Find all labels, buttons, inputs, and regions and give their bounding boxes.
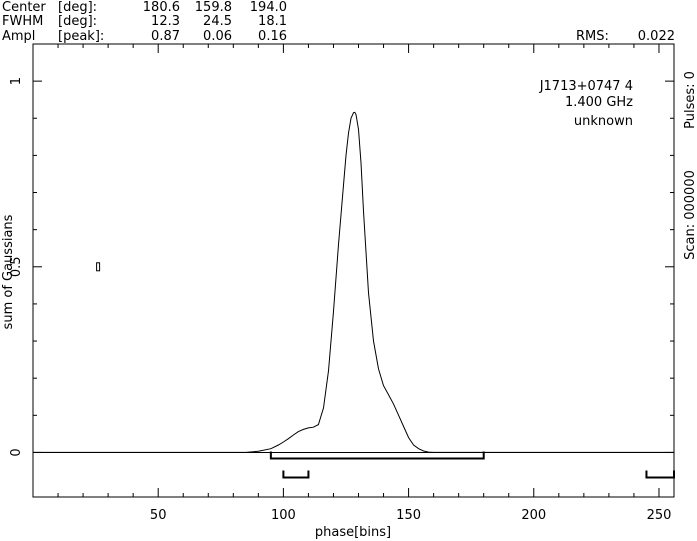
center-value-2: 159.8 bbox=[195, 0, 232, 15]
center-unit: [deg]: bbox=[58, 0, 97, 15]
scan-text: Scan: 000000 bbox=[683, 170, 697, 260]
component-brackets bbox=[269, 451, 675, 479]
rms-label: RMS: bbox=[576, 29, 609, 44]
fit-parameters-header: Center [deg]: 180.6 159.8 194.0 FWHM [de… bbox=[2, 0, 675, 44]
y-axis-title: sum of Gaussians bbox=[1, 214, 16, 329]
plot-frame bbox=[32, 43, 675, 498]
source-name: J1713+0747 4 bbox=[539, 79, 633, 94]
ampl-value-3: 0.16 bbox=[258, 29, 287, 44]
fwhm-value-2: 24.5 bbox=[203, 14, 232, 29]
source-telescope: unknown bbox=[574, 114, 633, 129]
x-tick-label: 150 bbox=[396, 508, 421, 523]
y-tick-label: 1 bbox=[9, 77, 24, 85]
ampl-label: Ampl bbox=[2, 29, 35, 44]
component-bracket bbox=[282, 470, 310, 479]
center-value-1: 180.6 bbox=[143, 0, 180, 15]
x-tick-label: 50 bbox=[150, 508, 167, 523]
source-frequency: 1.400 GHz bbox=[565, 95, 633, 110]
pulses-text: Pulses: 0 bbox=[683, 71, 697, 129]
x-axis-ticks: 50 100 150 200 250 bbox=[57, 44, 672, 523]
small-rectangle-marker bbox=[96, 262, 101, 272]
y-tick-label: 0.5 bbox=[9, 256, 24, 277]
center-label: Center bbox=[2, 0, 46, 15]
profile-curve bbox=[33, 111, 674, 453]
source-info: J1713+0747 4 1.400 GHz unknown bbox=[539, 79, 633, 129]
x-tick-label: 250 bbox=[647, 508, 672, 523]
ampl-value-1: 0.87 bbox=[151, 29, 180, 44]
fwhm-unit: [deg]: bbox=[58, 14, 97, 29]
ampl-value-2: 0.06 bbox=[203, 29, 232, 44]
component-bracket bbox=[645, 470, 675, 479]
fwhm-label: FWHM bbox=[2, 14, 43, 29]
fwhm-value-3: 18.1 bbox=[258, 14, 287, 29]
x-axis-title: phase[bins] bbox=[315, 525, 391, 540]
rms-value: 0.022 bbox=[638, 29, 675, 44]
ampl-unit: [peak]: bbox=[58, 29, 104, 44]
fwhm-value-1: 12.3 bbox=[151, 14, 180, 29]
x-tick-label: 200 bbox=[521, 508, 546, 523]
component-bracket bbox=[269, 451, 485, 460]
y-tick-label: 0 bbox=[9, 448, 24, 456]
x-tick-label: 100 bbox=[271, 508, 296, 523]
center-value-3: 194.0 bbox=[250, 0, 287, 15]
plot-markers bbox=[96, 262, 101, 272]
